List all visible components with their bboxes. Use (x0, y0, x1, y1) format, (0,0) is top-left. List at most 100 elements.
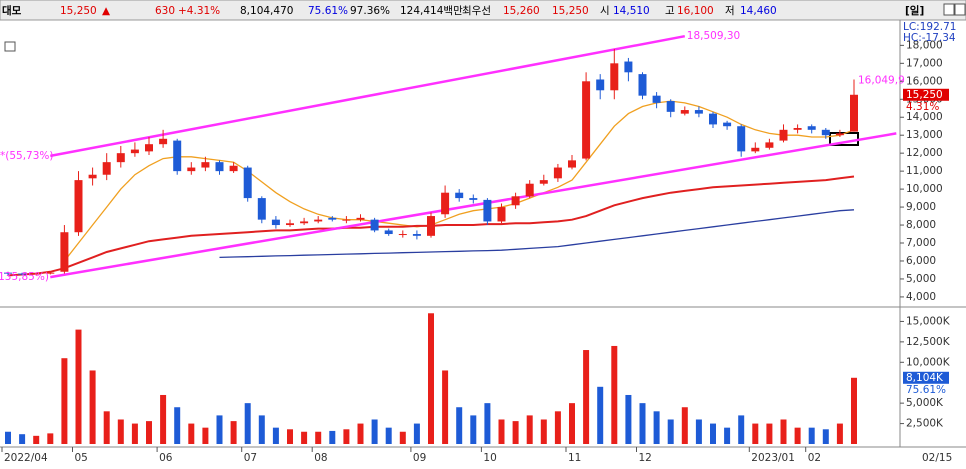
volume-bar (399, 431, 406, 444)
candle-body (441, 192, 450, 215)
volume-label: 8,104K (906, 372, 944, 384)
candle-body (286, 223, 294, 226)
close-button[interactable] (954, 3, 966, 16)
volume-bar (287, 429, 293, 444)
volume-bar (357, 423, 364, 444)
header-item: 15,260 (503, 5, 540, 17)
header-item: 97.36% (350, 5, 390, 17)
candle-body (850, 94, 858, 132)
annotation: 16,049,9 (858, 74, 905, 86)
trendline-start-label: *(55,73%) (0, 150, 53, 162)
volume-bar (75, 329, 82, 444)
candle-body (821, 129, 830, 136)
candle-body (60, 232, 69, 272)
trendline-label: 18,509,30 (687, 30, 740, 42)
volume-bar (315, 431, 322, 444)
candle-body (300, 221, 309, 224)
candle-body (398, 234, 407, 236)
candle-body (102, 162, 111, 175)
candle-body (4, 272, 12, 274)
hc-label: HC:-17.34 (903, 32, 956, 44)
header-item: 시 (600, 5, 610, 17)
candle-body (835, 133, 844, 136)
volume-bar (160, 394, 167, 444)
y-tick-label: 9,000 (906, 201, 936, 213)
candle-body (610, 63, 619, 91)
candle-body (793, 128, 802, 130)
volume-bar (822, 429, 829, 444)
header-item: +4.31% (178, 5, 220, 17)
volume-bar (484, 403, 491, 444)
candle-body (751, 147, 760, 152)
candle-body (483, 199, 492, 222)
volume-bar (428, 313, 434, 444)
candle-body (32, 273, 41, 275)
volume-bar (216, 415, 223, 444)
header-item: 16,100 (677, 5, 714, 17)
window-button[interactable] (943, 3, 955, 16)
volume-bar (794, 427, 801, 444)
last-date: 02/15 (922, 452, 952, 464)
header-item: 124,414백만 (400, 5, 463, 17)
moving-average (219, 209, 855, 259)
header-item: 대모 (2, 4, 22, 17)
x-tick-label: 12 (639, 452, 652, 464)
candle-body (46, 272, 55, 274)
volume-bar (47, 433, 54, 444)
volume-tick-label: 15,000K (906, 315, 951, 327)
trendline (50, 132, 897, 279)
volume-bar (851, 377, 857, 444)
candle-body (159, 138, 168, 145)
y-tick-label: 7,000 (906, 237, 936, 249)
y-tick-label: 16,000 (906, 75, 943, 87)
candle-body (469, 198, 478, 200)
candle-body (765, 142, 774, 148)
candle-body (511, 196, 520, 206)
volume-bar (174, 407, 181, 444)
header-item: 14,460 (740, 5, 777, 17)
volume-label-box (903, 371, 949, 384)
candle-body (187, 167, 196, 172)
header-item: 15,250 (60, 5, 97, 17)
candle-body (257, 198, 266, 220)
price-label: 15,250 (906, 89, 943, 101)
volume-bar (724, 427, 731, 444)
volume-bar (836, 423, 843, 444)
volume-tick-label: 12,500K (906, 336, 951, 348)
candle-body (539, 180, 548, 184)
candle-body (582, 81, 591, 159)
candle-body (412, 234, 421, 236)
y-tick-label: 4,000 (906, 291, 936, 303)
candle-body (807, 126, 816, 130)
moving-average (63, 100, 855, 262)
volume-bar (188, 423, 195, 444)
grid-icon[interactable] (4, 41, 16, 52)
volume-bar (456, 407, 463, 444)
trendline (50, 34, 686, 158)
header-item: 최우선 (462, 5, 491, 17)
volume-bar (117, 419, 124, 444)
x-tick-label: 02 (808, 452, 821, 464)
header-item: 8,104,470 (240, 5, 293, 17)
candle-body (243, 167, 252, 199)
volume-bar (710, 423, 716, 444)
volume-bar (597, 386, 604, 444)
volume-bar (738, 415, 745, 444)
y-tick-label: 11,000 (906, 165, 943, 177)
volume-bar (639, 403, 646, 444)
candle-body (356, 217, 365, 220)
candle-body (74, 180, 83, 233)
header-item: 14,510 (613, 5, 650, 17)
y-tick-label: 13,000 (906, 129, 943, 141)
volume-bar (19, 434, 26, 444)
header-item: ▲ (102, 5, 111, 17)
volume-bar (131, 423, 138, 444)
candle-body (370, 219, 379, 231)
candle-body (314, 219, 323, 222)
candle-body (779, 129, 788, 141)
candle-body (427, 216, 435, 236)
volume-bar (554, 411, 561, 444)
candle-body (709, 113, 717, 125)
volume-bar (752, 423, 759, 444)
